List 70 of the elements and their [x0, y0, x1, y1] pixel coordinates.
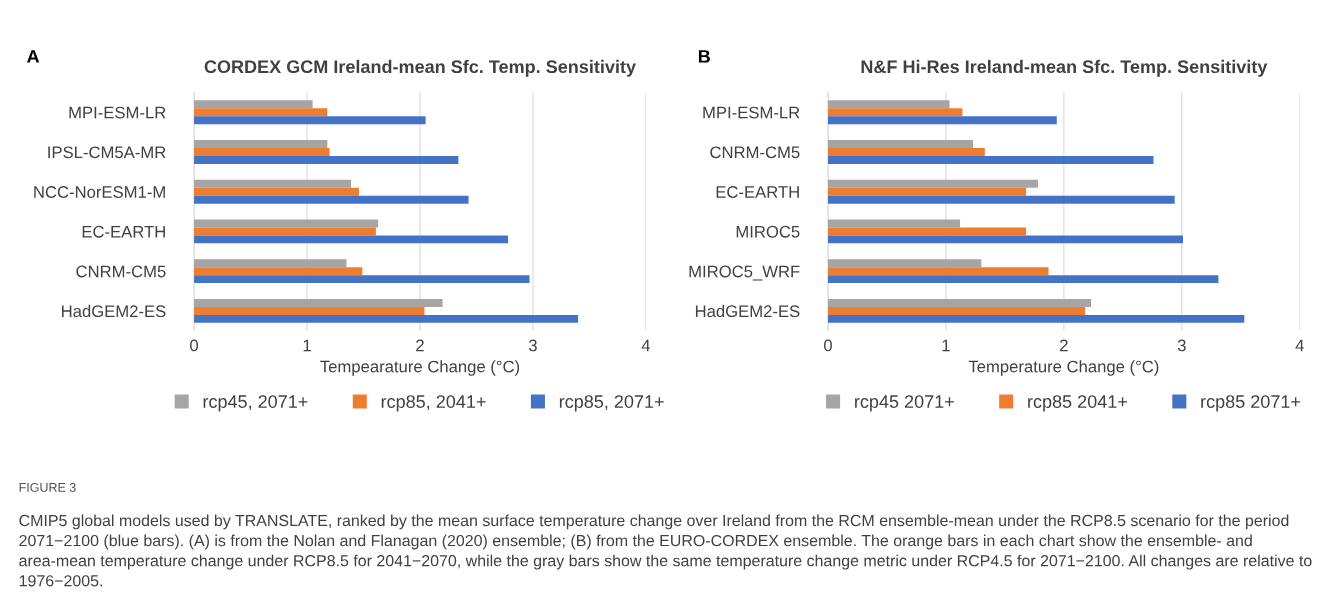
bar [827, 140, 974, 149]
bar [827, 116, 1057, 125]
bar [194, 314, 579, 323]
bar [827, 259, 982, 268]
bar [194, 275, 530, 284]
bar [194, 306, 425, 315]
bar [827, 227, 1027, 236]
bar [827, 235, 1183, 244]
x-tick-label: 1 [942, 339, 950, 352]
bar [827, 195, 1175, 204]
x-tick-label: 0 [823, 339, 832, 352]
x-tick-label: 2 [416, 339, 424, 352]
y-tick-label: EC-EARTH [82, 225, 165, 238]
bar [827, 187, 1027, 196]
y-tick-label: HadGEM2-ES [695, 304, 800, 318]
text: CMIP5 global models used by TRANSLATE, ranked by the mean surface temperature change over Ireland from the RCM ensemble-mean under the RCP8.5 scenario for the period 2071−2100 (blue bars). (A) is from the Nolan and Flanagan (2020) ensemble; (B) from the EURO-CORDEX ensemble. The orange bars in each chart show the ensemble- and area-mean temperature change under RCP8.5 for 2041−2070, while the gray bars show the same temperature change metric under RCP4.5 for 2071−2100. All changes are relative to 1976−2005. [19, 514, 1312, 587]
bar [194, 259, 347, 268]
y-tick-label: HadGEM2-ES [62, 304, 166, 318]
y-tick-label: MPI-ESM-LR [69, 106, 166, 119]
bar [194, 148, 330, 156]
legend-label: rcp85, 2041+ [381, 395, 486, 412]
x-tick-label: 0 [190, 339, 199, 352]
bar [827, 306, 1086, 315]
bar [194, 100, 313, 109]
legend-label: rcp85 2041+ [1028, 395, 1127, 412]
legend-label: rcp85, 2071+ [559, 395, 664, 412]
bar [194, 187, 359, 196]
bar [194, 195, 469, 204]
bar [827, 108, 963, 117]
bar [194, 155, 459, 164]
text: B [698, 50, 710, 63]
y-tick-label: CNRM-CM5 [76, 265, 166, 278]
bar [194, 298, 443, 307]
bar [194, 108, 328, 117]
y-tick-label: NCC-NorESM1-M [34, 186, 165, 198]
y-tick-label: CNRM-CM5 [710, 146, 800, 159]
bar [194, 235, 509, 244]
bar [827, 148, 985, 156]
bar [827, 100, 950, 109]
legend-label: rcp45 2071+ [855, 395, 954, 412]
bar [194, 267, 363, 276]
x-tick-label: 1 [303, 339, 311, 352]
bar [194, 179, 352, 188]
y-tick-label: MIROC5_WRF [689, 265, 800, 281]
text: A [27, 50, 40, 63]
legend-label: rcp85 2071+ [1201, 395, 1301, 412]
x-axis-title: Tempearature Change (°C) [320, 360, 520, 376]
bar [827, 155, 1154, 164]
bar [827, 298, 1091, 307]
y-tick-label: IPSL-CM5A-MR [48, 146, 166, 159]
y-tick-label: EC-EARTH [716, 186, 799, 198]
x-tick-label: 4 [1295, 339, 1304, 352]
bar [827, 275, 1219, 284]
x-tick-label: 3 [528, 339, 537, 352]
x-axis-title: Temperature Change (°C) [968, 360, 1159, 376]
legend-label: rcp45, 2071+ [203, 395, 308, 412]
y-tick-label: MIROC5 [736, 225, 800, 238]
chart-title: CORDEX GCM Ireland-mean Sfc. Temp. Sensitivity [204, 59, 636, 77]
bar [827, 179, 1038, 188]
bar [827, 267, 1049, 276]
bar [194, 227, 376, 236]
bar [827, 314, 1245, 323]
bar [194, 116, 426, 125]
x-tick-label: 2 [1060, 339, 1068, 352]
bar [194, 140, 328, 149]
x-tick-label: 4 [641, 339, 651, 352]
chart-title: N&F Hi-Res Ireland-mean Sfc. Temp. Sensitivity [861, 59, 1268, 77]
x-tick-label: 3 [1177, 339, 1186, 352]
caption: FIGURE 3 [19, 482, 76, 492]
y-tick-label: MPI-ESM-LR [703, 106, 800, 119]
